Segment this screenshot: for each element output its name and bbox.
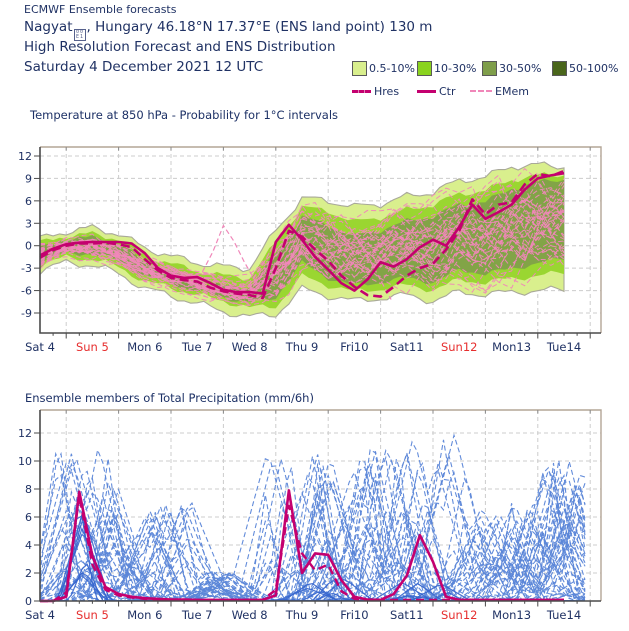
svg-text:Thu 9: Thu 9 [285,608,319,622]
svg-text:2: 2 [25,567,32,580]
svg-text:Wed 8: Wed 8 [232,608,268,622]
precipitation-ensemble-chart: 0 2 4 6 8 10 12 Sat 4 Sun 5 Mon 6 Tue 7 Wed 8 Thu 9 F… [18,409,602,622]
forecast-subtitle: High Resolution Forecast and ENS Distrib… [24,39,336,55]
location-prefix: Nagyat [24,19,73,35]
svg-text:0: 0 [25,240,32,253]
prob-swatch-4 [552,61,567,76]
svg-text:Mon 6: Mon 6 [127,340,162,354]
svg-text:-6: -6 [21,285,32,298]
svg-text:Sat 4: Sat 4 [25,340,55,354]
hres-label: Hres [374,84,400,98]
prob-swatch-1 [352,61,367,76]
product-title: ECMWF Ensemble forecasts [24,3,177,16]
run-date: Saturday 4 December 2021 12 UTC [24,59,264,75]
svg-text:12: 12 [18,150,32,163]
prob-swatch-3 [482,61,497,76]
svg-text:8: 8 [25,483,32,496]
ctr-label: Ctr [439,84,456,98]
hres-line-sample [352,89,371,93]
svg-text:Sun 5: Sun 5 [76,340,109,354]
precipitation-chart-title: Ensemble members of Total Precipitation … [25,391,314,405]
prob-label-4: 50-100% [569,62,619,75]
svg-text:Fri10: Fri10 [340,608,368,622]
location-suffix: , Hungary 46.18°N 17.37°E (ENS land poin… [86,19,433,35]
legend-item-hres: Hres [352,84,400,98]
legend-item-prob-4: 50-100% [552,61,618,76]
svg-text:Mon13: Mon13 [492,340,531,354]
emem-label: EMem [495,84,529,98]
prob-label-2: 10-30% [434,62,477,75]
svg-text:Mon13: Mon13 [492,608,531,622]
svg-text:10: 10 [18,455,32,468]
emem-line-sample [470,90,492,92]
svg-text:12: 12 [18,427,32,440]
svg-text:Tue 7: Tue 7 [181,608,213,622]
svg-text:Sat11: Sat11 [390,340,424,354]
prob-label-1: 0.5-10% [369,62,415,75]
svg-text:9: 9 [25,172,32,185]
svg-text:Sat 4: Sat 4 [25,608,55,622]
svg-text:Wed 8: Wed 8 [232,340,268,354]
svg-text:4: 4 [25,539,32,552]
svg-text:Tue 7: Tue 7 [181,340,213,354]
svg-text:Fri10: Fri10 [340,340,368,354]
temperature-plume-chart: -9 -6 -3 0 3 6 9 12 Sat 4 Sun 5 Mon 6 Tue 7 Wed 8 Thu… [18,146,602,354]
legend-item-emem: EMem [470,84,529,98]
svg-text:-9: -9 [21,307,32,320]
svg-text:Sun12: Sun12 [441,340,478,354]
svg-text:Sun12: Sun12 [441,608,478,622]
svg-text:3: 3 [25,217,32,230]
location-line: Nagyat 0 0 E 1, Hungary 46.18°N 17.37°E (ENS… [24,19,432,41]
legend-item-prob-1: 0.5-10% [352,61,415,76]
legend-item-ctr: Ctr [417,84,456,98]
temperature-chart-title: Temperature at 850 hPa - Probability for… [30,108,339,122]
legend-item-prob-3: 30-50% [482,61,541,76]
svg-text:Tue14: Tue14 [546,340,581,354]
legend-item-prob-2: 10-30% [417,61,476,76]
svg-text:6: 6 [25,511,32,524]
svg-text:Sun 5: Sun 5 [76,608,109,622]
svg-text:Thu 9: Thu 9 [285,340,319,354]
prob-swatch-2 [417,61,432,76]
svg-text:Mon 6: Mon 6 [127,608,162,622]
svg-text:0: 0 [25,595,32,608]
svg-text:Sat11: Sat11 [390,608,424,622]
ctr-line-sample [417,89,436,93]
svg-text:6: 6 [25,195,32,208]
svg-text:Tue14: Tue14 [546,608,581,622]
prob-label-3: 30-50% [499,62,542,75]
legend: 0.5-10% 10-30% 30-50% 50-100% Hres Ctr E… [340,61,629,98]
svg-text:-3: -3 [21,262,32,275]
